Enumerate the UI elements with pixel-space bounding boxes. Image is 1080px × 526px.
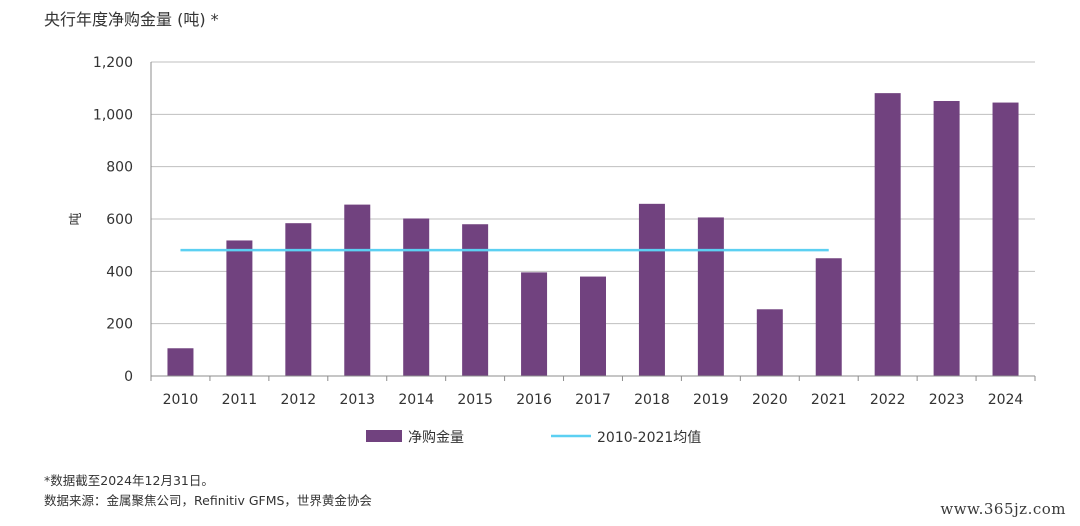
chart-title: 央行年度净购金量 (吨) * — [44, 10, 219, 29]
source-note: 数据来源：金属聚焦公司，Refinitiv GFMS，世界黄金协会 — [44, 493, 372, 508]
bar-2017 — [580, 276, 606, 376]
bar-2018 — [638, 203, 665, 376]
axes: 0 200 400 600 800 1,000 1,200 吨 2010 2011 2012 2013… — [69, 55, 1036, 408]
bar-2020 — [756, 309, 783, 376]
legend-label-net-purchases: 净购金量 — [408, 430, 464, 446]
y-tick-label: 600 — [106, 212, 133, 228]
legend: 净购金量 2010-2021均值 — [366, 430, 701, 446]
y-axis-label: 吨 — [69, 212, 84, 225]
x-tick-label: 2017 — [575, 392, 611, 408]
bar-2022 — [874, 93, 901, 376]
x-tick-label: 2010 — [163, 392, 199, 408]
legend-label-average: 2010-2021均值 — [597, 430, 701, 446]
y-tick-label: 400 — [106, 264, 133, 280]
bar-2012 — [285, 223, 312, 376]
bars — [167, 93, 1019, 376]
x-tick-label: 2016 — [516, 392, 552, 408]
x-tick-label: 2011 — [222, 392, 258, 408]
x-tick-label: 2014 — [398, 392, 434, 408]
bar-2014 — [403, 218, 430, 376]
x-tick-label: 2018 — [634, 392, 670, 408]
y-tick-label: 200 — [106, 317, 133, 333]
x-tick-label: 2013 — [339, 392, 375, 408]
bar-2013 — [344, 204, 371, 376]
watermark: www.365jz.com — [940, 500, 1066, 518]
x-tick-label: 2022 — [870, 392, 906, 408]
x-tick-label: 2015 — [457, 392, 493, 408]
bar-2016 — [521, 272, 548, 376]
x-tick-label: 2020 — [752, 392, 788, 408]
bar-2024 — [992, 102, 1019, 376]
y-tick-label: 1,200 — [93, 55, 133, 71]
bar-2023 — [933, 100, 960, 376]
x-tick-label: 2021 — [811, 392, 847, 408]
y-tick-label: 0 — [124, 369, 133, 385]
footnote: *数据截至2024年12月31日。 — [44, 473, 214, 488]
bar-2019 — [697, 217, 724, 376]
bar-2010 — [167, 348, 194, 376]
x-tick-label: 2012 — [281, 392, 317, 408]
y-tick-label: 800 — [106, 160, 133, 176]
bar-2015 — [462, 224, 489, 376]
x-tick-label: 2023 — [929, 392, 965, 408]
bar-2011 — [226, 240, 253, 376]
legend-swatch-net-purchases — [366, 430, 402, 442]
y-tick-label: 1,000 — [93, 107, 133, 123]
bar-2021 — [815, 258, 842, 376]
x-tick-label: 2024 — [988, 392, 1024, 408]
x-tick-label: 2019 — [693, 392, 729, 408]
